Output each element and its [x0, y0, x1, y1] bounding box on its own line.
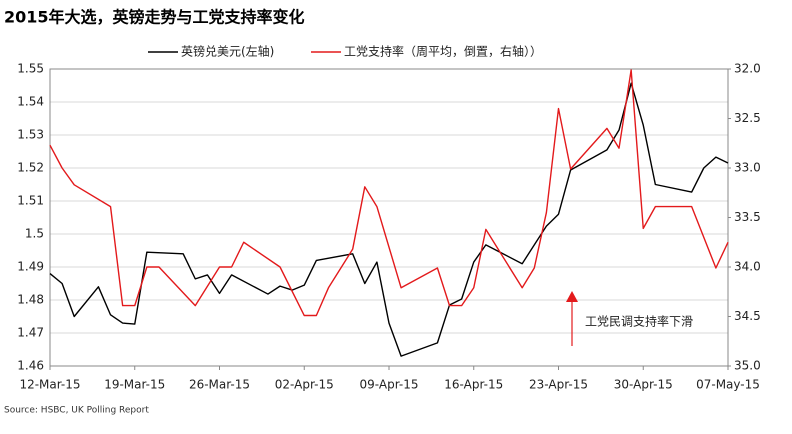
y-tick-label: 1.48 [17, 293, 44, 307]
annotation-arrowhead [566, 291, 578, 302]
x-tick-label: 12-Mar-15 [19, 378, 80, 392]
x-tick-label: 23-Apr-15 [529, 378, 588, 392]
y-tick-label: 1.5 [25, 227, 44, 241]
y-tick-label: 1.53 [17, 128, 44, 142]
y2-tick-label: 34.5 [734, 309, 761, 323]
y2-tick-label: 33.5 [734, 210, 761, 224]
legend-label: 英镑兑美元(左轴) [181, 44, 274, 59]
series-line [49, 69, 729, 317]
source: Source: HSBC, UK Polling Report [4, 406, 149, 416]
x-tick-label: 07-May-15 [696, 378, 760, 392]
y-tick-label: 1.54 [17, 95, 44, 109]
x-tick-label: 19-Mar-15 [104, 378, 165, 392]
y-tick-label: 1.55 [17, 62, 44, 76]
x-tick-label: 30-Apr-15 [614, 378, 673, 392]
x-tick-label: 26-Mar-15 [189, 378, 250, 392]
y-tick-label: 1.47 [17, 326, 44, 340]
series-line [49, 82, 729, 357]
y-tick-label: 1.51 [17, 194, 44, 208]
y2-tick-label: 34.0 [734, 260, 761, 274]
plot-frame [49, 68, 729, 367]
x-tick-label: 16-Apr-15 [444, 378, 503, 392]
chart-title: 2015年大选，英镑走势与工党支持率变化 [4, 8, 305, 27]
x-tick-label: 09-Apr-15 [360, 378, 419, 392]
y2-tick-label: 33.0 [734, 161, 761, 175]
x-tick-label: 02-Apr-15 [275, 378, 334, 392]
y2-tick-label: 32.5 [734, 111, 761, 125]
y-tick-label: 1.49 [17, 260, 44, 274]
y2-tick-label: 32.0 [734, 62, 761, 76]
y-tick-label: 1.46 [17, 359, 44, 373]
y2-tick-label: 35.0 [734, 359, 761, 373]
legend-label: 工党支持率（周平均，倒置，右轴）） [344, 44, 542, 59]
y-tick-label: 1.52 [17, 161, 44, 175]
annotation: 工党民调支持率下滑 [585, 314, 693, 329]
